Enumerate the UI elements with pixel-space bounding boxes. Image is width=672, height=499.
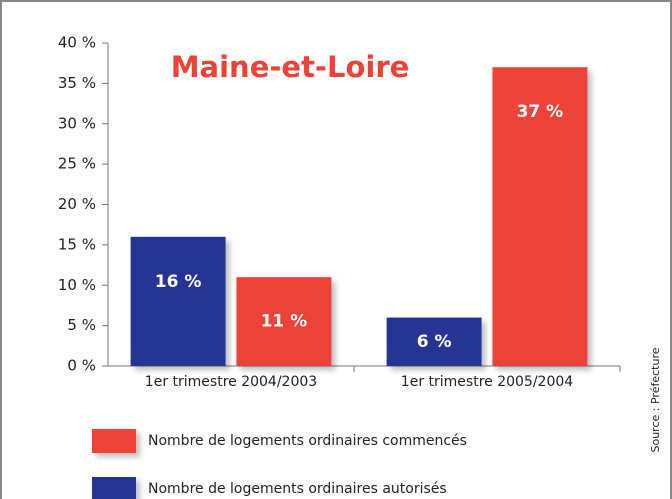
y-tick-label: 40 %: [58, 34, 96, 52]
legend-label: Nombre de logements ordinaires commencés: [148, 433, 467, 449]
legend-swatch: [92, 429, 136, 453]
value-label: 6 %: [417, 332, 452, 352]
source: Source : Préfecture: [649, 347, 662, 452]
value-label: 37 %: [517, 102, 564, 122]
legend-swatch: [92, 477, 136, 499]
bar: [236, 277, 332, 366]
value-label: 16 %: [155, 272, 202, 292]
y-tick-label: 35 %: [58, 74, 96, 92]
y-tick-label: 30 %: [58, 114, 96, 132]
bar: [386, 317, 482, 366]
x-tick-label: 1er trimestre 2005/2004: [401, 374, 573, 390]
bar: [492, 67, 588, 366]
y-tick-label: 15 %: [58, 235, 96, 253]
y-tick-label: 0 %: [67, 357, 96, 375]
y-tick-label: 20 %: [58, 195, 96, 213]
x-tick-label: 1er trimestre 2004/2003: [145, 374, 317, 390]
y-tick-label: 25 %: [58, 155, 96, 173]
legend-label: Nombre de logements ordinaires autorisés: [148, 481, 447, 497]
chart-title: Maine-et-Loire: [171, 50, 410, 84]
y-tick-label: 10 %: [58, 276, 96, 294]
y-tick-label: 5 %: [67, 316, 96, 334]
bar: [130, 236, 226, 366]
value-label: 11 %: [261, 312, 308, 332]
